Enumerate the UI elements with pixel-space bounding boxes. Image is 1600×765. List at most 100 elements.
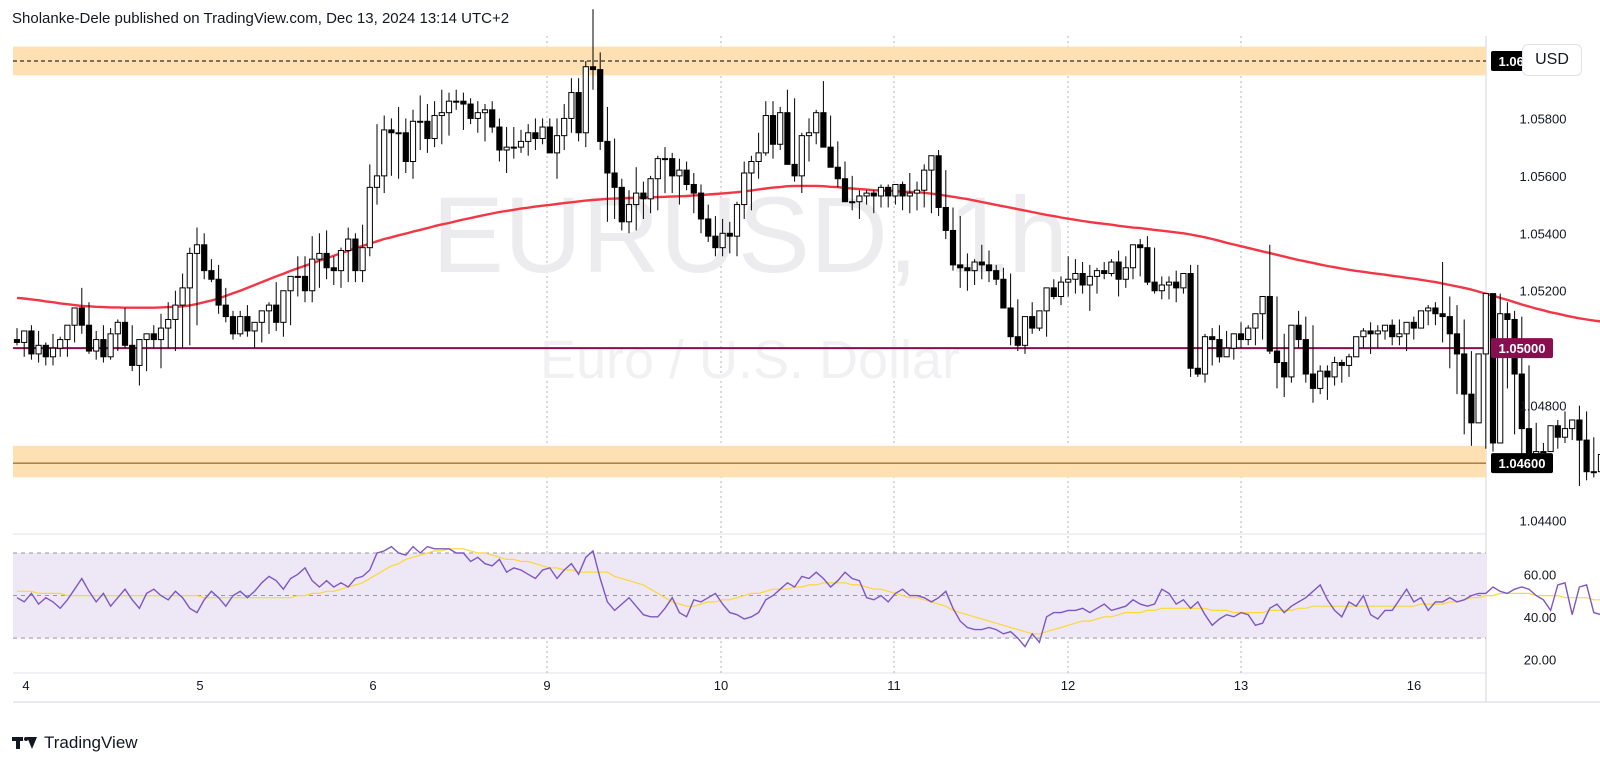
candle-body (1014, 336, 1021, 346)
candle-body (21, 330, 28, 343)
candle-body (114, 321, 121, 335)
rsi-tick-label: 20.00 (1524, 652, 1557, 667)
candle-body (1367, 330, 1374, 335)
candle-body (899, 183, 906, 197)
candle-body (1216, 339, 1223, 358)
time-tick-label: 12 (1061, 678, 1075, 693)
candle-body (316, 252, 323, 260)
candle-body (913, 189, 921, 194)
tradingview-logo-icon (12, 735, 38, 751)
watermark-symbol: EURUSD, 1h (432, 174, 1068, 295)
candle-body (1525, 428, 1533, 455)
level-price-tag (1491, 338, 1553, 359)
candle-body (1194, 367, 1201, 375)
candle-body (1324, 370, 1331, 378)
candle-body (1504, 313, 1511, 320)
candle-body (1561, 428, 1569, 438)
candle-body (136, 339, 143, 366)
candle-body (640, 192, 647, 200)
price-tick-label: 1.04400 (1520, 514, 1567, 529)
candle-body (1302, 339, 1309, 375)
candle-body (683, 169, 690, 185)
candle-body (1151, 281, 1158, 292)
candle-body (697, 192, 705, 220)
candle-body (1108, 261, 1115, 275)
candle-body (287, 275, 294, 292)
candle-body (1072, 273, 1079, 280)
candle-body (1288, 324, 1295, 378)
publish-info: Sholanke-Dele published on TradingView.c… (12, 10, 510, 27)
candle-body (1518, 373, 1525, 430)
candle-body (539, 126, 546, 140)
footer-brand[interactable]: TradingView (12, 733, 138, 753)
candle-body (388, 129, 395, 134)
candle-body (1043, 287, 1050, 312)
candle-body (330, 267, 337, 272)
candle-body (719, 232, 726, 249)
candle-body (856, 195, 863, 203)
candle-body (546, 126, 553, 154)
candle-body (64, 324, 71, 341)
candle-body (381, 129, 388, 177)
candle-body (949, 229, 957, 266)
candle-body (705, 218, 712, 237)
candle-body (827, 146, 834, 168)
candle-body (85, 324, 93, 352)
candle-body (525, 132, 532, 142)
candle-body (1540, 451, 1547, 454)
candle-body (35, 344, 42, 355)
candle-body (1180, 273, 1187, 289)
candle-body (1259, 295, 1266, 315)
candle-body (633, 192, 640, 206)
candle-body (503, 146, 510, 151)
level-price-label: 1.04600 (1499, 456, 1546, 471)
candle-body (618, 186, 625, 223)
candle-body (1101, 270, 1108, 275)
currency-button[interactable]: USD (1522, 44, 1582, 76)
candle-body (395, 132, 402, 135)
candle-body (805, 132, 813, 137)
candle-body (1252, 313, 1259, 329)
candle-body (42, 344, 49, 358)
candle-body (359, 247, 366, 272)
level-zone (13, 445, 1486, 478)
candle-body (309, 258, 316, 292)
candle-body (460, 100, 467, 105)
candle-body (258, 310, 265, 323)
candle-body (870, 192, 877, 197)
candle-body (409, 120, 417, 162)
candle-body (337, 250, 345, 272)
candle-body (762, 115, 769, 154)
candle-body (157, 327, 165, 341)
time-tick-label: 13 (1234, 678, 1248, 693)
candle-body (172, 304, 179, 320)
candle-body (935, 155, 942, 208)
time-tick-label: 11 (887, 678, 901, 693)
candle-body (1065, 278, 1072, 283)
candle-body (1295, 324, 1302, 341)
candle-body (712, 235, 719, 249)
candle-body (373, 175, 381, 188)
candle-body (676, 169, 683, 177)
candle-body (352, 238, 359, 272)
candle-body (1396, 333, 1403, 338)
candle-body (841, 178, 849, 203)
time-tick-label: 6 (369, 678, 376, 693)
candle-body (129, 344, 136, 366)
candle-body (1086, 275, 1093, 286)
candle-body (654, 158, 661, 180)
candle-body (1237, 333, 1245, 341)
candle-body (877, 186, 885, 197)
time-tick-label: 16 (1407, 678, 1421, 693)
candle-body (165, 318, 172, 329)
candle-body (229, 316, 237, 335)
candle-body (517, 140, 525, 148)
candle-body (1144, 247, 1151, 283)
candle-body (1057, 281, 1065, 297)
candle-body (1093, 270, 1101, 277)
candle-body (1036, 310, 1043, 329)
time-tick-label: 9 (543, 678, 550, 693)
price-tick-label: 1.05400 (1520, 226, 1567, 241)
candle-body (755, 152, 762, 163)
